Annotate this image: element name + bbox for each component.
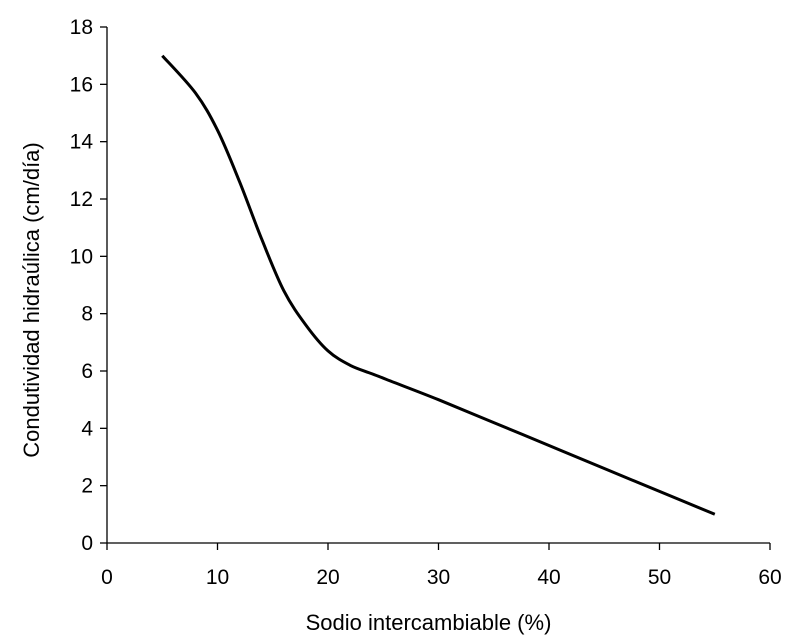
x-axis-ticks: 0 10 20 30 40 50 60 <box>101 543 782 589</box>
x-axis-label: Sodio intercambiable (%) <box>306 610 552 635</box>
y-tick-label: 0 <box>81 532 93 555</box>
x-tick-label: 60 <box>758 566 781 589</box>
series-line <box>161 54 716 516</box>
x-tick-label: 20 <box>316 566 339 589</box>
series-layer <box>161 54 716 516</box>
y-tick-label: 8 <box>81 303 93 326</box>
x-tick-label: 40 <box>537 566 560 589</box>
y-tick-label: 18 <box>70 16 93 39</box>
y-tick-label: 16 <box>70 73 93 96</box>
y-tick-label: 12 <box>70 188 93 211</box>
y-tick-label: 6 <box>81 360 93 383</box>
y-tick-label: 14 <box>70 131 94 154</box>
y-axis-ticks: 0 2 4 6 8 10 12 14 16 18 <box>70 16 107 555</box>
x-tick-label: 0 <box>101 566 113 589</box>
y-tick-label: 10 <box>70 245 93 268</box>
y-tick-label: 2 <box>81 475 93 498</box>
y-tick-label: 4 <box>81 417 93 440</box>
x-tick-label: 30 <box>427 566 450 589</box>
y-axis-label: Condutividad hidraúlica (cm/día) <box>19 142 44 458</box>
x-tick-label: 10 <box>206 566 229 589</box>
x-tick-label: 50 <box>648 566 671 589</box>
